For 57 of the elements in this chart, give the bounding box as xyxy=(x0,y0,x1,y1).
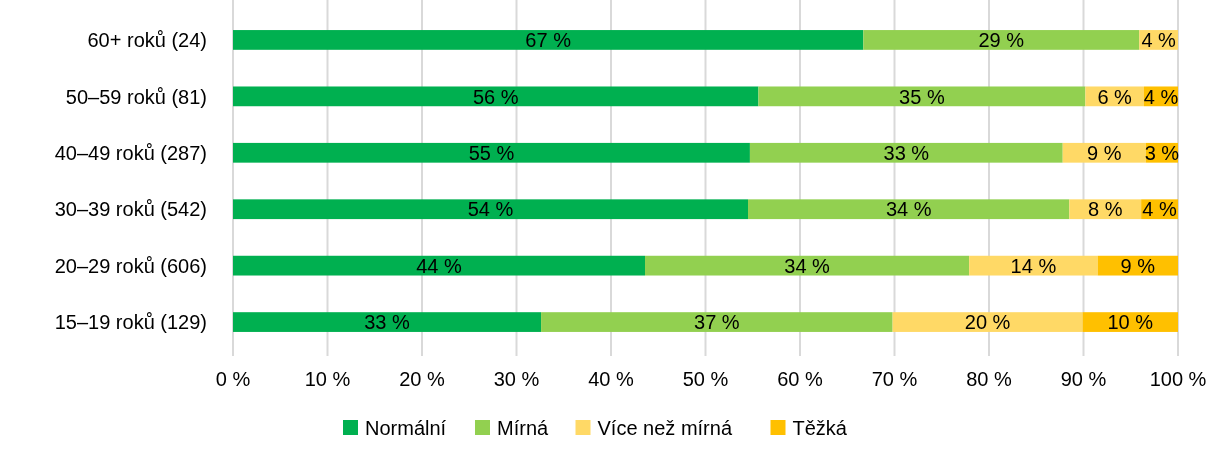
data-label: 4 % xyxy=(1142,198,1178,221)
bar xyxy=(233,255,646,276)
bar xyxy=(969,255,1098,276)
x-tick-label: 30 % xyxy=(493,368,540,390)
data-label: 8 % xyxy=(1088,198,1123,221)
x-tick-label: 100 % xyxy=(1149,368,1207,390)
legend-label: Normální xyxy=(365,417,447,440)
data-label: 14 % xyxy=(1010,254,1057,277)
data-label: 10 % xyxy=(1107,311,1154,334)
y-tick-label: 60+ roků (24) xyxy=(87,29,207,52)
y-tick-label: 40–49 roků (287) xyxy=(54,141,207,164)
data-label: 4 % xyxy=(1141,29,1177,52)
x-tick-label: 80 % xyxy=(966,368,1013,390)
y-tick-label: 20–29 roků (606) xyxy=(54,254,207,277)
bar xyxy=(892,312,1083,332)
bar xyxy=(233,86,759,107)
x-tick-label: 50 % xyxy=(682,368,729,390)
y-tick-label: 50–59 roků (81) xyxy=(65,85,207,108)
data-label: 35 % xyxy=(899,85,945,108)
x-tick-label: 0 % xyxy=(215,368,251,390)
data-label: 9 % xyxy=(1087,141,1122,164)
bar xyxy=(748,199,1070,220)
bar xyxy=(233,199,749,220)
data-label: 67 % xyxy=(525,29,572,52)
data-label: 20 % xyxy=(964,311,1011,334)
x-tick-label: 20 % xyxy=(399,368,446,390)
bar xyxy=(758,86,1086,107)
y-tick-label: 15–19 roků (129) xyxy=(54,311,207,334)
x-tick-label: 10 % xyxy=(304,368,351,390)
bar xyxy=(233,30,864,50)
data-label: 37 % xyxy=(694,311,740,334)
bar xyxy=(863,30,1140,50)
data-label: 54 % xyxy=(467,198,514,221)
x-tick-label: 60 % xyxy=(777,368,824,390)
data-label: 44 % xyxy=(416,254,463,277)
bar xyxy=(749,142,1063,163)
data-label: 34 % xyxy=(784,254,831,277)
data-label: 33 % xyxy=(364,311,411,334)
legend-label: Těžká xyxy=(792,417,848,440)
data-label: 33 % xyxy=(883,141,930,164)
x-tick-label: 70 % xyxy=(871,368,918,390)
x-tick-label: 90 % xyxy=(1060,368,1107,390)
legend-label: Mírná xyxy=(497,417,549,440)
y-tick-label: 30–39 roků (542) xyxy=(54,198,207,221)
legend-label: Více než mírná xyxy=(597,417,733,440)
bar xyxy=(233,142,750,163)
data-label: 29 % xyxy=(978,29,1025,52)
data-label: 6 % xyxy=(1097,85,1133,108)
bar xyxy=(645,255,970,276)
x-tick-label: 40 % xyxy=(588,368,635,390)
data-label: 56 % xyxy=(472,85,519,108)
bar xyxy=(541,312,893,332)
bar xyxy=(233,312,542,332)
data-label: 4 % xyxy=(1143,85,1179,108)
data-label: 9 % xyxy=(1120,254,1156,277)
data-label: 34 % xyxy=(885,198,932,221)
data-label: 55 % xyxy=(468,141,515,164)
